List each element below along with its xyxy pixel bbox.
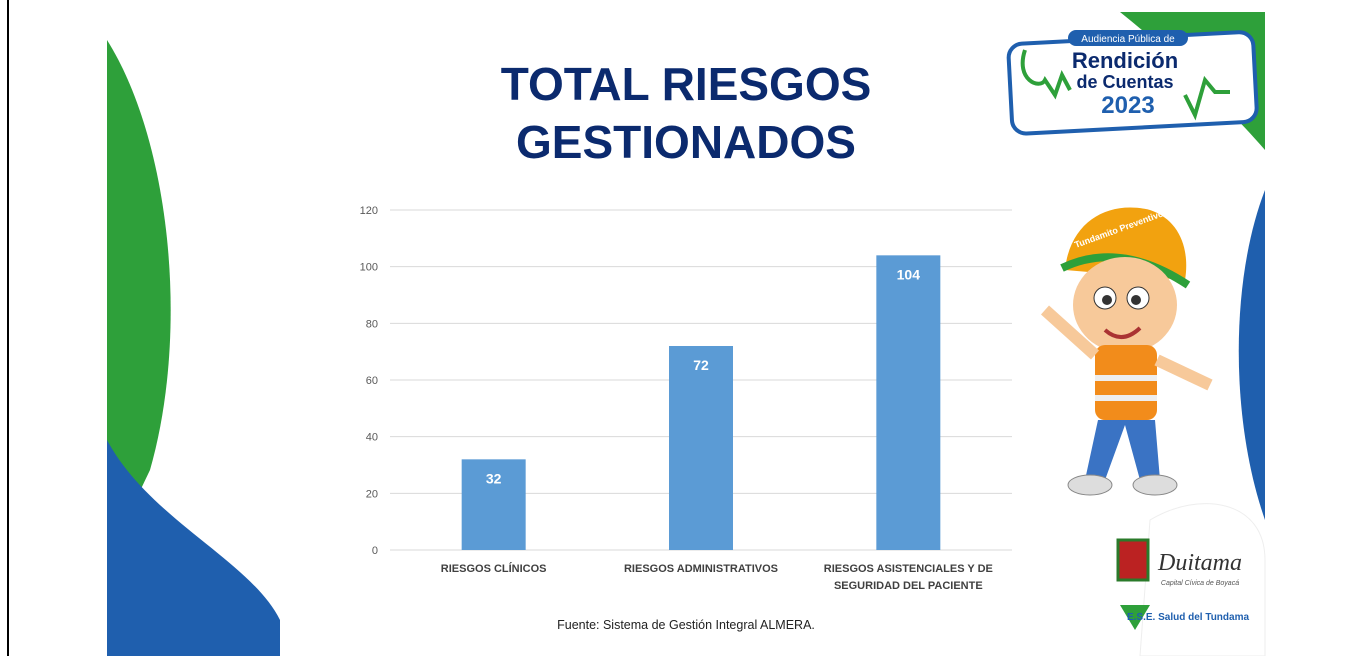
y-tick-label: 100 [360, 262, 378, 274]
event-main: de Cuentas [1076, 72, 1173, 92]
bar [461, 459, 526, 550]
decor-green-left [107, 40, 171, 560]
chart-title: TOTAL RIESGOS [501, 58, 872, 110]
value-label: 32 [486, 470, 502, 486]
event-top: Audiencia Pública de [1081, 34, 1175, 45]
x-tick-label: RIESGOS CLÍNICOS [440, 563, 547, 575]
y-tick-label: 20 [366, 488, 378, 500]
y-tick-label: 40 [366, 432, 378, 444]
decor-logo-bg [1139, 503, 1266, 656]
decor-blue-left [107, 440, 280, 656]
hospital-name: E.S.E. Salud del Tundama [1127, 612, 1249, 623]
source-note: Fuente: Sistema de Gestión Integral ALME… [557, 618, 815, 632]
city-motto: Capital Cívica de Boyacá [1161, 580, 1239, 587]
mascot [1040, 207, 1213, 496]
x-tick-label: RIESGOS ADMINISTRATIVOS [623, 563, 778, 575]
city-shield [1116, 538, 1150, 582]
y-tick-label: 120 [360, 205, 378, 217]
city-name: Duitama [1157, 550, 1242, 576]
decor-blue-right [1238, 190, 1265, 520]
y-tick-label: 80 [366, 318, 378, 330]
bar [669, 346, 733, 550]
bar [876, 255, 941, 551]
event-main: Rendición [1072, 48, 1178, 73]
chart-title: GESTIONADOS [516, 116, 856, 168]
value-label: 104 [897, 266, 921, 282]
y-tick-label: 0 [372, 545, 378, 557]
x-tick-label: RIESGOS ASISTENCIALES Y DE SEGURIDAD DEL… [823, 563, 993, 592]
event-logo-tab [1068, 30, 1188, 46]
value-label: 72 [693, 357, 709, 373]
event-logo-pulse [1020, 49, 1230, 121]
event-year: 2023 [1101, 92, 1154, 119]
y-tick-label: 60 [366, 375, 378, 387]
hospital-icon [1120, 605, 1150, 630]
